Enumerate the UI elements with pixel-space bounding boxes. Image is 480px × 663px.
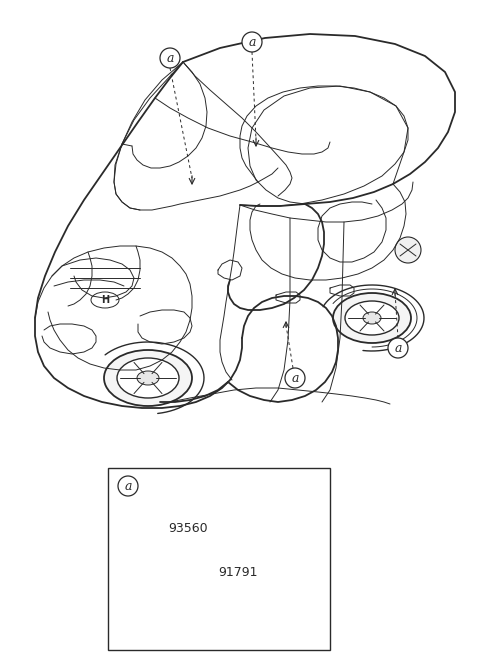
Text: 91791: 91791 — [218, 566, 257, 579]
Circle shape — [160, 48, 180, 68]
Circle shape — [118, 476, 138, 496]
Ellipse shape — [160, 536, 174, 554]
Bar — [108, 468, 330, 650]
Text: a: a — [394, 341, 402, 355]
Text: a: a — [124, 479, 132, 493]
Text: a: a — [248, 36, 256, 48]
Ellipse shape — [117, 358, 179, 398]
Text: a: a — [166, 52, 174, 64]
Circle shape — [395, 237, 421, 263]
Ellipse shape — [180, 593, 196, 603]
Ellipse shape — [137, 371, 159, 385]
Ellipse shape — [363, 312, 381, 324]
Circle shape — [285, 368, 305, 388]
Text: H: H — [101, 295, 109, 305]
Ellipse shape — [333, 293, 411, 343]
Circle shape — [242, 32, 262, 52]
Ellipse shape — [104, 350, 192, 406]
Ellipse shape — [345, 301, 399, 335]
Text: 93560: 93560 — [168, 522, 208, 534]
Circle shape — [388, 338, 408, 358]
Text: a: a — [291, 371, 299, 385]
